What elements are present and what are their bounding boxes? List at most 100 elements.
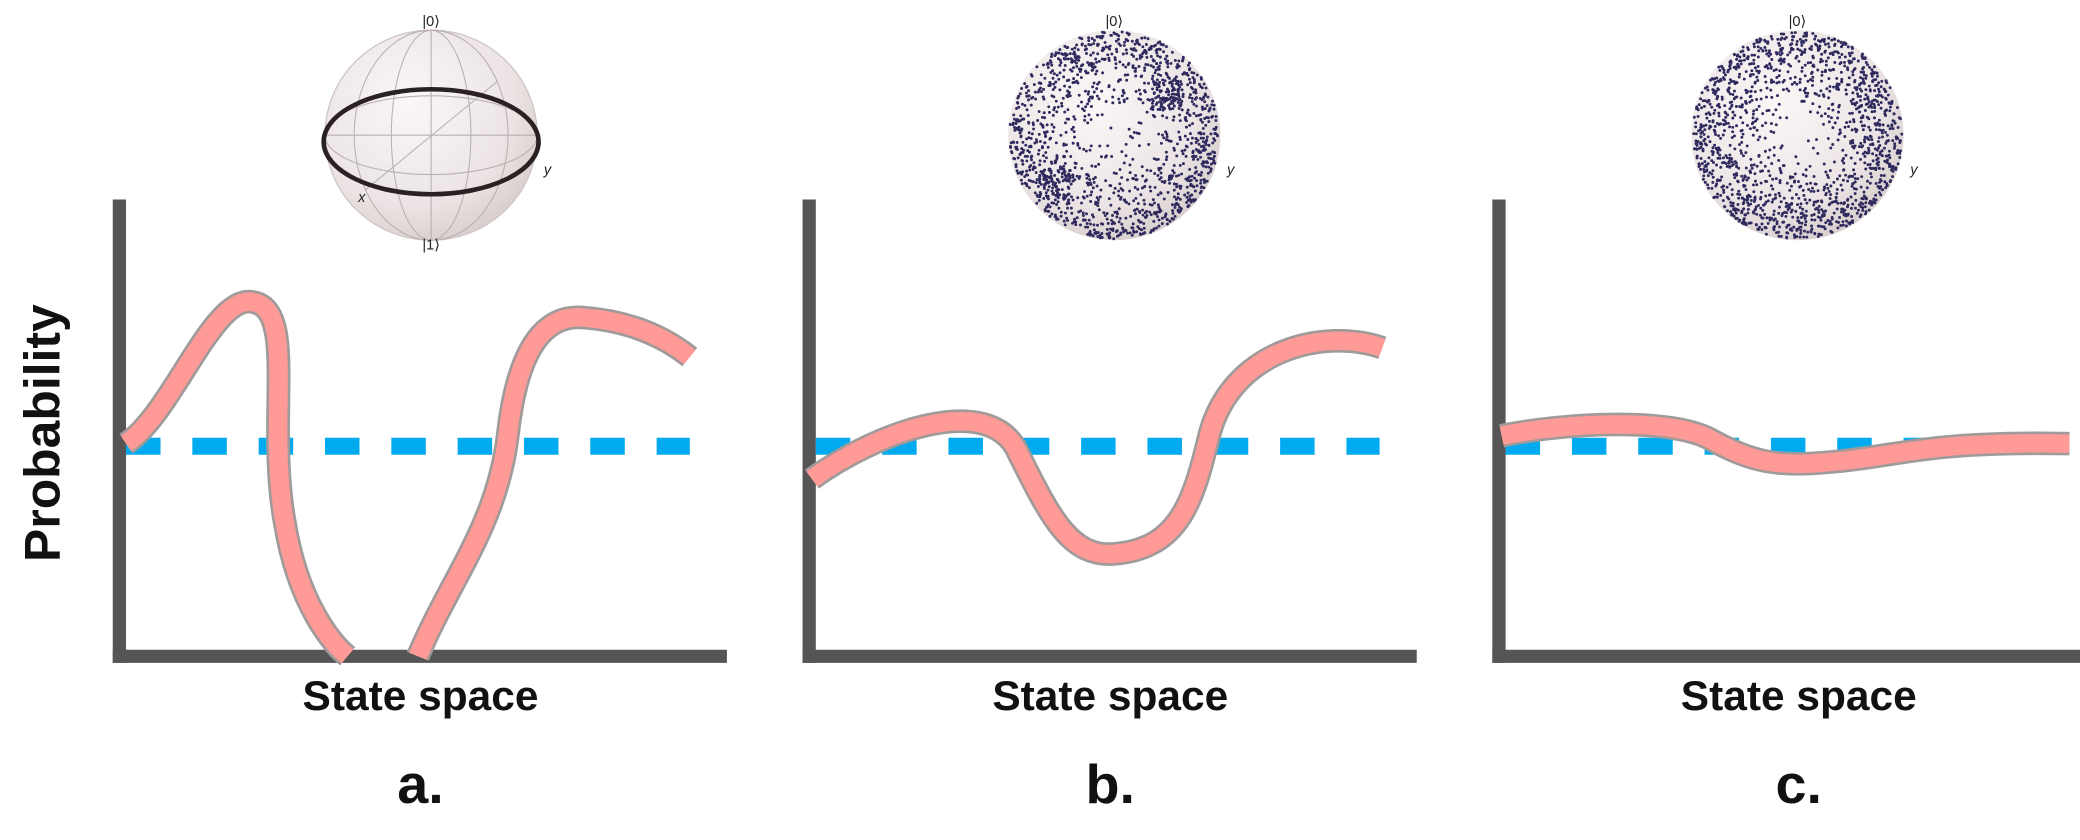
sample-dot — [1188, 124, 1191, 127]
sample-dot — [1028, 94, 1031, 97]
sample-dot — [1817, 189, 1820, 192]
sample-dot — [1132, 222, 1135, 225]
sample-dot — [1869, 200, 1872, 203]
sample-dot — [1870, 138, 1873, 141]
sample-dot — [1093, 181, 1096, 184]
sample-dot — [1777, 159, 1780, 162]
sample-dot — [1070, 183, 1073, 186]
sample-dot — [1043, 160, 1046, 163]
sample-dot — [1829, 220, 1832, 223]
sample-dot — [1186, 83, 1189, 86]
sample-dot — [1134, 75, 1137, 78]
sample-dot — [1896, 149, 1899, 152]
sample-dot — [1106, 53, 1109, 56]
sample-dot — [1760, 228, 1763, 231]
sample-dot — [1774, 193, 1777, 196]
sample-dot — [1150, 55, 1153, 58]
sample-dot — [1799, 232, 1802, 235]
sample-dot — [1146, 169, 1149, 172]
sample-dot — [1176, 81, 1179, 84]
sample-dot — [1845, 93, 1848, 96]
sample-dot — [1729, 60, 1732, 63]
sample-dot — [1760, 216, 1763, 219]
sample-dot — [1171, 212, 1174, 215]
sample-dot — [1203, 100, 1206, 103]
sample-dot — [1764, 150, 1767, 153]
sample-dot — [1877, 140, 1880, 143]
sample-dot — [1117, 190, 1120, 193]
sample-dot — [1844, 42, 1847, 45]
sample-dot — [1726, 89, 1729, 92]
sample-dot — [1175, 198, 1178, 201]
sample-dot — [1849, 120, 1852, 123]
sample-dot — [1123, 41, 1126, 44]
sample-dot — [1122, 53, 1125, 56]
sample-dot — [1157, 73, 1160, 76]
sample-dot — [1153, 157, 1156, 160]
sample-dot — [1175, 175, 1178, 178]
sample-dot — [1708, 127, 1711, 130]
sample-dot — [1158, 169, 1161, 172]
sample-dot — [1757, 228, 1760, 231]
sample-dot — [1793, 81, 1796, 84]
sample-dot — [1087, 39, 1090, 42]
sample-dot — [1085, 150, 1088, 153]
sample-dot — [1873, 89, 1876, 92]
sample-dot — [1125, 143, 1128, 146]
sample-dot — [1153, 202, 1156, 205]
sample-dot — [1825, 60, 1828, 63]
sample-dot — [1802, 189, 1805, 192]
sample-dot — [1772, 113, 1775, 116]
sample-dot — [1731, 193, 1734, 196]
sample-dot — [1203, 83, 1206, 86]
sample-dot — [1088, 64, 1091, 67]
sample-dot — [1707, 174, 1710, 177]
sample-dot — [1899, 117, 1902, 120]
sample-dot — [1096, 95, 1099, 98]
sample-dot — [1160, 43, 1163, 46]
sample-dot — [1773, 210, 1776, 213]
sample-dot — [1861, 53, 1864, 56]
sample-dot — [1087, 184, 1090, 187]
sample-dot — [1100, 90, 1103, 93]
sample-dot — [1830, 39, 1833, 42]
sample-dot — [1052, 77, 1055, 80]
sample-dot — [1764, 122, 1767, 125]
sample-dot — [1187, 204, 1190, 207]
sample-dot — [1850, 215, 1853, 218]
sample-dot — [1206, 180, 1209, 183]
sample-dot — [1842, 209, 1845, 212]
sample-dot — [1120, 176, 1123, 179]
sample-dot — [1780, 200, 1783, 203]
sample-dot — [1119, 217, 1122, 220]
sample-dot — [1803, 100, 1806, 103]
sample-dot — [1080, 202, 1083, 205]
sample-dot — [1173, 96, 1176, 99]
sample-dot — [1171, 209, 1174, 212]
sample-dot — [1755, 223, 1758, 226]
sample-dot — [1168, 140, 1171, 143]
sample-dot — [1046, 63, 1049, 66]
sample-dot — [1703, 133, 1706, 136]
sample-dot — [1063, 69, 1066, 72]
sample-dot — [1704, 142, 1707, 145]
sample-dot — [1719, 157, 1722, 160]
sample-dot — [1107, 57, 1110, 60]
sample-dot — [1209, 132, 1212, 135]
sample-dot — [1821, 70, 1824, 73]
sample-dot — [1897, 126, 1900, 129]
sample-dot — [1726, 186, 1729, 189]
sample-dot — [1055, 218, 1058, 221]
sample-dot — [1166, 59, 1169, 62]
sample-dot — [1746, 201, 1749, 204]
sample-dot — [1165, 158, 1168, 161]
sample-dot — [1062, 165, 1065, 168]
sample-dot — [1038, 177, 1041, 180]
sample-dot — [1748, 101, 1751, 104]
sample-dot — [1785, 236, 1788, 239]
sample-dot — [1089, 200, 1092, 203]
sample-dot — [1707, 111, 1710, 114]
sample-dot — [1713, 109, 1716, 112]
sample-dot — [1065, 143, 1068, 146]
sample-dot — [1090, 190, 1093, 193]
